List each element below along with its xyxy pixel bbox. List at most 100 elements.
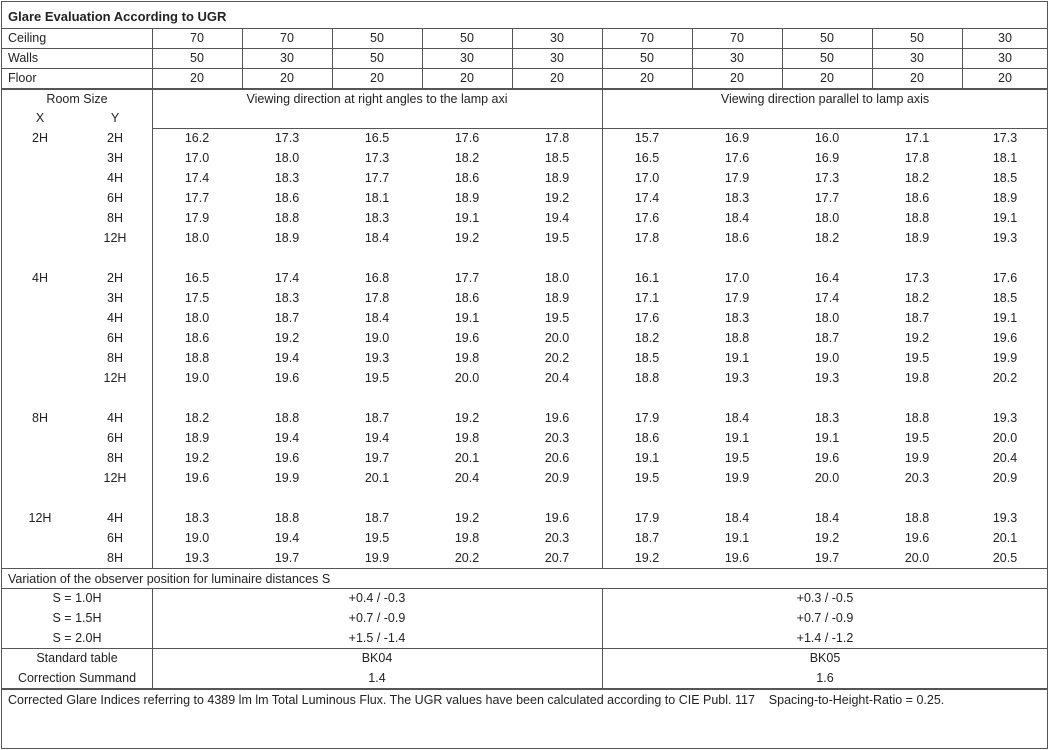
direction-header: Viewing direction at right angles to the… xyxy=(246,92,508,106)
ugr-value: 18.8 xyxy=(274,511,300,525)
reflectance-value: 30 xyxy=(550,31,564,45)
border xyxy=(1,1,1048,2)
ugr-value: 19.1 xyxy=(724,431,750,445)
ugr-value: 18.6 xyxy=(454,291,480,305)
ugr-value: 19.6 xyxy=(814,451,840,465)
ugr-value: 19.0 xyxy=(184,531,210,545)
ugr-value: 18.4 xyxy=(724,411,750,425)
ugr-value: 17.0 xyxy=(184,151,210,165)
ugr-value: 17.3 xyxy=(364,151,390,165)
ugr-value: 19.8 xyxy=(904,371,930,385)
ugr-value: 19.5 xyxy=(904,351,930,365)
rule xyxy=(332,28,333,88)
ugr-value: 19.2 xyxy=(454,231,480,245)
reflectance-value: 50 xyxy=(370,51,384,65)
ugr-value: 19.3 xyxy=(992,411,1018,425)
ugr-value: 17.3 xyxy=(814,171,840,185)
ugr-value: 17.6 xyxy=(634,311,660,325)
ugr-value: 16.5 xyxy=(184,271,210,285)
ugr-value: 16.4 xyxy=(814,271,840,285)
ugr-value: 19.9 xyxy=(274,471,300,485)
ugr-value: 20.0 xyxy=(904,551,930,565)
variation-value: +0.7 / -0.9 xyxy=(796,611,854,625)
ugr-value: 20.3 xyxy=(544,531,570,545)
ugr-value: 20.1 xyxy=(364,471,390,485)
rule xyxy=(1,588,1048,589)
variation-value: +0.3 / -0.5 xyxy=(796,591,854,605)
reflectance-value: 20 xyxy=(910,71,924,85)
ugr-value: 19.6 xyxy=(992,331,1018,345)
ugr-value: 19.1 xyxy=(634,451,660,465)
room-y: 4H xyxy=(107,311,123,325)
ugr-value: 17.4 xyxy=(634,191,660,205)
reflectance-value: 20 xyxy=(280,71,294,85)
reflectance-value: 70 xyxy=(190,31,204,45)
rule xyxy=(512,28,513,88)
ugr-value: 19.1 xyxy=(992,211,1018,225)
ugr-value: 19.6 xyxy=(904,531,930,545)
reflectance-value: 20 xyxy=(550,71,564,85)
reflectance-value: 30 xyxy=(910,51,924,65)
ugr-value: 18.2 xyxy=(904,291,930,305)
ugr-value: 19.2 xyxy=(454,511,480,525)
variation-title: Variation of the observer position for l… xyxy=(8,572,331,586)
ugr-value: 20.9 xyxy=(544,471,570,485)
ugr-value: 18.8 xyxy=(904,211,930,225)
ugr-value: 18.9 xyxy=(184,431,210,445)
ugr-value: 17.7 xyxy=(814,191,840,205)
ugr-value: 19.8 xyxy=(454,431,480,445)
ugr-value: 17.7 xyxy=(184,191,210,205)
ugr-value: 19.9 xyxy=(724,471,750,485)
rule xyxy=(422,28,423,88)
ugr-value: 19.2 xyxy=(904,331,930,345)
room-y: 4H xyxy=(107,511,123,525)
ugr-value: 18.1 xyxy=(992,151,1018,165)
ugr-value: 17.6 xyxy=(454,131,480,145)
ugr-value: 19.0 xyxy=(364,331,390,345)
ugr-value: 18.1 xyxy=(364,191,390,205)
ugr-value: 19.5 xyxy=(724,451,750,465)
room-y: 6H xyxy=(107,531,123,545)
ugr-value: 18.9 xyxy=(904,231,930,245)
ugr-value: 19.0 xyxy=(184,371,210,385)
reflectance-value: 20 xyxy=(370,71,384,85)
reflectance-value: 50 xyxy=(460,31,474,45)
rule xyxy=(872,28,873,88)
reflectance-value: 50 xyxy=(820,31,834,45)
ugr-value: 19.4 xyxy=(274,351,300,365)
ugr-value: 18.6 xyxy=(454,171,480,185)
ugr-value: 17.8 xyxy=(544,131,570,145)
reflectance-value: 20 xyxy=(820,71,834,85)
ugr-value: 18.4 xyxy=(364,311,390,325)
ugr-value: 19.6 xyxy=(274,371,300,385)
rule xyxy=(1,688,1048,690)
variation-label: S = 1.0H xyxy=(52,591,102,605)
ugr-value: 19.5 xyxy=(544,311,570,325)
ugr-value: 20.2 xyxy=(454,551,480,565)
ugr-value: 18.0 xyxy=(814,211,840,225)
room-y: 3H xyxy=(107,151,123,165)
ugr-value: 18.4 xyxy=(364,231,390,245)
ugr-value: 18.8 xyxy=(274,211,300,225)
ugr-value: 16.5 xyxy=(364,131,390,145)
ugr-value: 19.2 xyxy=(184,451,210,465)
rule xyxy=(152,128,1048,129)
ugr-value: 18.3 xyxy=(274,171,300,185)
rule xyxy=(1,68,1048,69)
border xyxy=(1,1,2,749)
rule xyxy=(782,28,783,88)
ugr-value: 19.7 xyxy=(274,551,300,565)
ugr-value: 18.2 xyxy=(814,231,840,245)
ugr-value: 19.3 xyxy=(992,511,1018,525)
ugr-value: 18.6 xyxy=(184,331,210,345)
footer-note: Corrected Glare Indices referring to 438… xyxy=(8,693,945,707)
ugr-value: 17.9 xyxy=(184,211,210,225)
standard-table-value: BK04 xyxy=(361,651,393,665)
rule xyxy=(1,28,1048,29)
variation-value: +1.5 / -1.4 xyxy=(348,631,406,645)
ugr-value: 19.6 xyxy=(274,451,300,465)
ugr-value: 18.7 xyxy=(814,331,840,345)
reflectance-value: 20 xyxy=(460,71,474,85)
title: Glare Evaluation According to UGR xyxy=(8,9,227,24)
